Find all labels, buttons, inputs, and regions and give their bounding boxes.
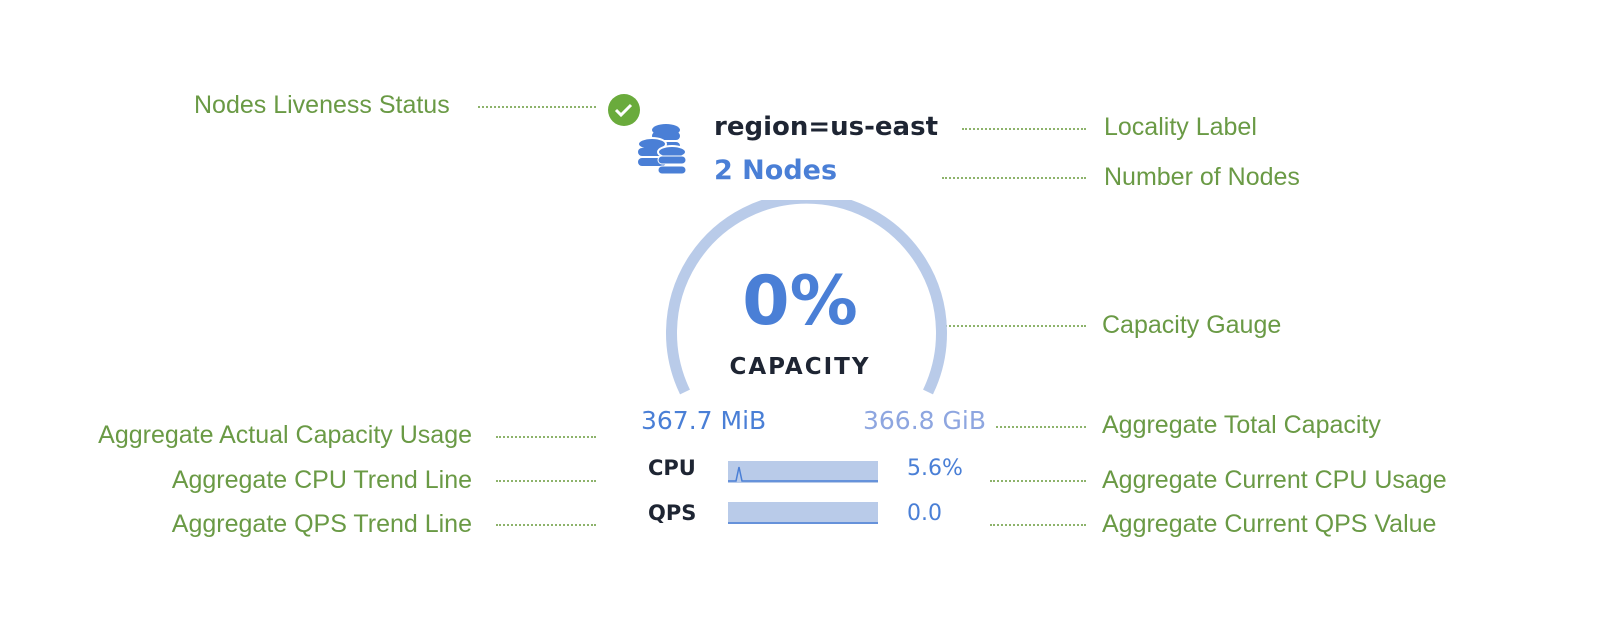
leader-line [942,325,1086,327]
qps-label: QPS [648,501,697,525]
database-icon [637,124,687,175]
cpu-label: CPU [648,456,696,480]
cpu-trend-line [728,461,878,483]
annotation-total: Aggregate Total Capacity [1102,411,1381,439]
annotation-qps-current: Aggregate Current QPS Value [1102,510,1437,538]
annotation-qps-trend: Aggregate QPS Trend Line [171,510,472,538]
leader-line [496,436,596,438]
annotation-used: Aggregate Actual Capacity Usage [98,421,472,449]
leader-line [478,106,596,108]
locality-label: region=us-east [714,112,938,142]
leader-line [496,524,596,526]
qps-trend-line [728,502,878,524]
check-circle-icon [608,94,640,126]
capacity-percent: 0% [742,262,858,341]
leader-line [942,177,1086,179]
annotation-liveness: Nodes Liveness Status [194,91,450,119]
cpu-value: 5.6% [907,456,963,481]
leader-line [990,480,1086,482]
annotation-locality: Locality Label [1104,113,1257,141]
leader-line [496,480,596,482]
annotation-gauge: Capacity Gauge [1102,311,1282,339]
leader-line [990,524,1086,526]
annotation-cpu-current: Aggregate Current CPU Usage [1102,466,1447,494]
annotation-cpu-trend: Aggregate CPU Trend Line [171,466,472,494]
capacity-label: CAPACITY [729,354,871,380]
used-capacity: 367.7 MiB [641,406,767,435]
node-count[interactable]: 2 Nodes [714,155,838,186]
total-capacity: 366.8 GiB [863,406,986,435]
qps-value: 0.0 [907,501,942,526]
leader-line [962,128,1086,130]
annotation-nodes: Number of Nodes [1104,163,1300,191]
capacity-gauge [666,200,947,395]
leader-line [996,426,1086,428]
